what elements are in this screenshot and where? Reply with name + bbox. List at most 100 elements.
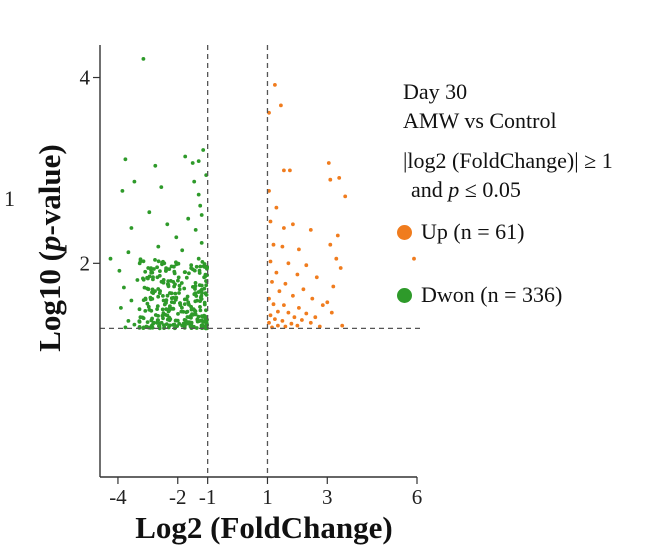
down-point — [194, 264, 199, 269]
down-point — [197, 268, 202, 273]
up-point — [289, 321, 294, 326]
up-point — [277, 289, 282, 294]
down-point — [135, 278, 140, 282]
down-point — [151, 275, 155, 280]
down-point — [146, 287, 151, 292]
up-point — [288, 168, 292, 173]
down-point — [141, 277, 146, 282]
down-point — [180, 248, 185, 253]
y-tick-label: 2 — [80, 251, 91, 275]
down-point — [166, 309, 171, 314]
down-point — [171, 323, 176, 327]
up-point — [301, 287, 306, 292]
up-point — [310, 296, 315, 301]
down-point — [164, 322, 169, 326]
down-point — [156, 294, 161, 299]
axes — [99, 45, 417, 478]
down-point — [162, 323, 166, 328]
down-point — [126, 250, 131, 255]
down-point — [176, 278, 180, 283]
down-point — [161, 280, 166, 285]
down-point — [142, 285, 147, 290]
down-point — [137, 261, 142, 266]
down-point — [182, 286, 187, 291]
legend-up-marker — [397, 225, 412, 241]
up-point — [328, 177, 333, 182]
down-point — [194, 326, 199, 330]
down-point — [156, 244, 161, 249]
down-point — [203, 314, 208, 319]
up-point — [295, 323, 300, 328]
down-point — [193, 228, 198, 232]
down-point — [150, 290, 154, 295]
down-point — [132, 179, 137, 184]
down-point — [189, 307, 194, 312]
down-point — [177, 291, 181, 295]
down-point — [179, 281, 184, 285]
x-tick-label: -1 — [199, 485, 217, 509]
down-point — [175, 318, 180, 323]
up-point — [282, 303, 286, 307]
down-point — [184, 275, 189, 280]
legend-down-label: Dwon (n = 336) — [421, 281, 563, 307]
up-point — [291, 222, 295, 227]
up-point — [291, 293, 295, 298]
down-point — [202, 302, 207, 307]
down-point — [196, 256, 201, 261]
up-point — [317, 324, 322, 329]
down-point — [189, 304, 194, 309]
down-point — [155, 304, 160, 308]
down-point — [174, 235, 179, 240]
down-point — [129, 226, 134, 230]
up-point — [276, 309, 280, 314]
down-point — [146, 304, 151, 309]
down-point — [161, 259, 165, 264]
up-point — [337, 176, 342, 180]
x-tick-label: 3 — [322, 485, 333, 509]
down-point — [195, 298, 200, 303]
down-point — [164, 298, 169, 303]
down-point — [182, 318, 187, 322]
stray-label: 1 — [4, 186, 15, 211]
up-point — [313, 315, 318, 320]
down-point — [189, 266, 194, 270]
up-point — [273, 317, 277, 321]
down-point — [183, 323, 187, 328]
down-point — [169, 300, 174, 304]
down-point — [181, 309, 186, 314]
points-layer — [108, 57, 416, 331]
down-point — [137, 320, 142, 324]
up-point — [320, 303, 325, 307]
down-point — [140, 315, 145, 320]
up-point — [274, 205, 279, 210]
down-point — [184, 310, 189, 315]
down-point — [148, 295, 153, 300]
down-point — [147, 210, 152, 215]
x-axis-title: Log2 (FoldChange) — [135, 510, 393, 545]
up-point — [271, 242, 276, 247]
up-point — [279, 103, 283, 108]
x-tick-label: 1 — [262, 485, 273, 509]
down-point — [137, 307, 142, 312]
down-point — [176, 275, 181, 280]
up-point — [300, 318, 304, 322]
down-point — [123, 157, 128, 162]
down-point — [199, 241, 204, 245]
down-point — [202, 320, 207, 324]
down-point — [152, 267, 156, 271]
up-point — [308, 320, 313, 325]
down-point — [198, 264, 203, 269]
legend-criteria-line1: |log2 (FoldChange)| ≥ 1 — [403, 148, 613, 174]
up-point — [334, 256, 339, 261]
down-point — [169, 291, 174, 296]
down-point — [198, 299, 203, 303]
up-point — [325, 300, 330, 305]
up-point — [335, 233, 340, 238]
down-point — [193, 281, 198, 285]
down-point — [180, 305, 184, 310]
down-point — [132, 322, 137, 327]
ticks: -4 -2 -1 1 3 6 2 4 — [80, 66, 423, 509]
down-point — [149, 308, 154, 313]
x-tick-label: -4 — [109, 485, 127, 509]
up-point — [343, 194, 348, 199]
